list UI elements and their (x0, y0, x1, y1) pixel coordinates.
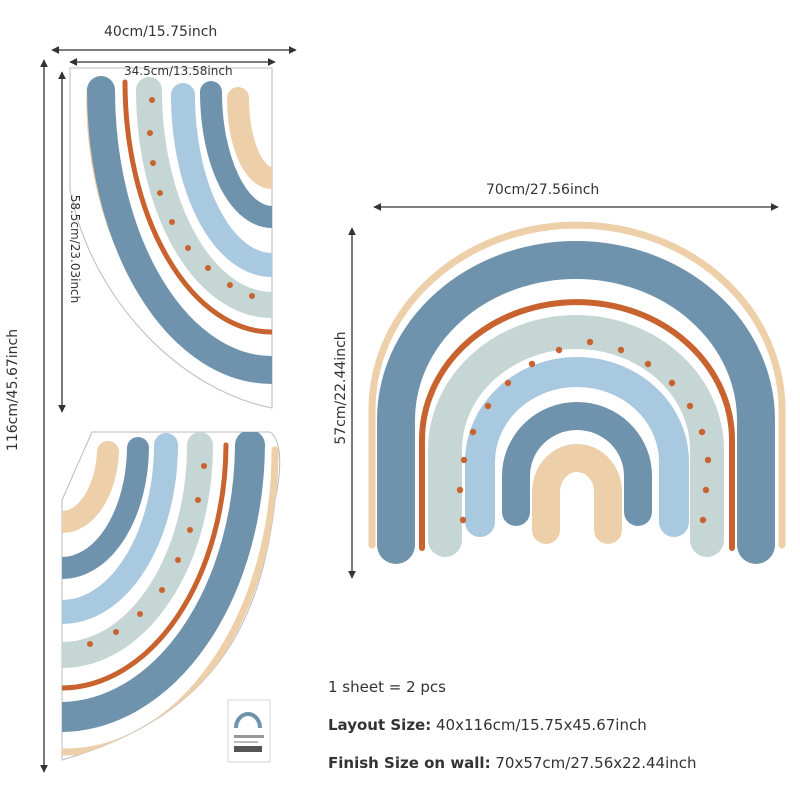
inner-width-label: 34.5cm/13.58inch (124, 64, 233, 78)
finish-height-label: 57cm/22.44inch (333, 331, 349, 445)
layout-size-label: Layout Size: (328, 716, 432, 734)
finished-rainbow (368, 221, 786, 564)
top-sticker-piece (69, 67, 273, 409)
info-pieces: 1 sheet = 2 pcs (328, 678, 446, 696)
product-label (227, 699, 271, 763)
sheet-width-label: 40cm/15.75inch (104, 24, 218, 40)
rainbow-dots (456, 338, 712, 524)
bottom-sticker-piece (61, 431, 281, 763)
layout-size-value: 40x116cm/15.75x45.67inch (436, 716, 647, 734)
finish-size-label: Finish Size on wall: (328, 754, 491, 772)
info-finish-size: Finish Size on wall: 70x57cm/27.56x22.44… (328, 754, 697, 772)
sheet-height-label: 116cm/45.67inch (5, 328, 21, 452)
finish-size-value: 70x57cm/27.56x22.44inch (495, 754, 697, 772)
finish-width-label: 70cm/27.56inch (486, 182, 600, 198)
inner-height-label: 58.5cm/23.03inch (68, 194, 82, 304)
info-layout-size: Layout Size: 40x116cm/15.75x45.67inch (328, 716, 647, 734)
